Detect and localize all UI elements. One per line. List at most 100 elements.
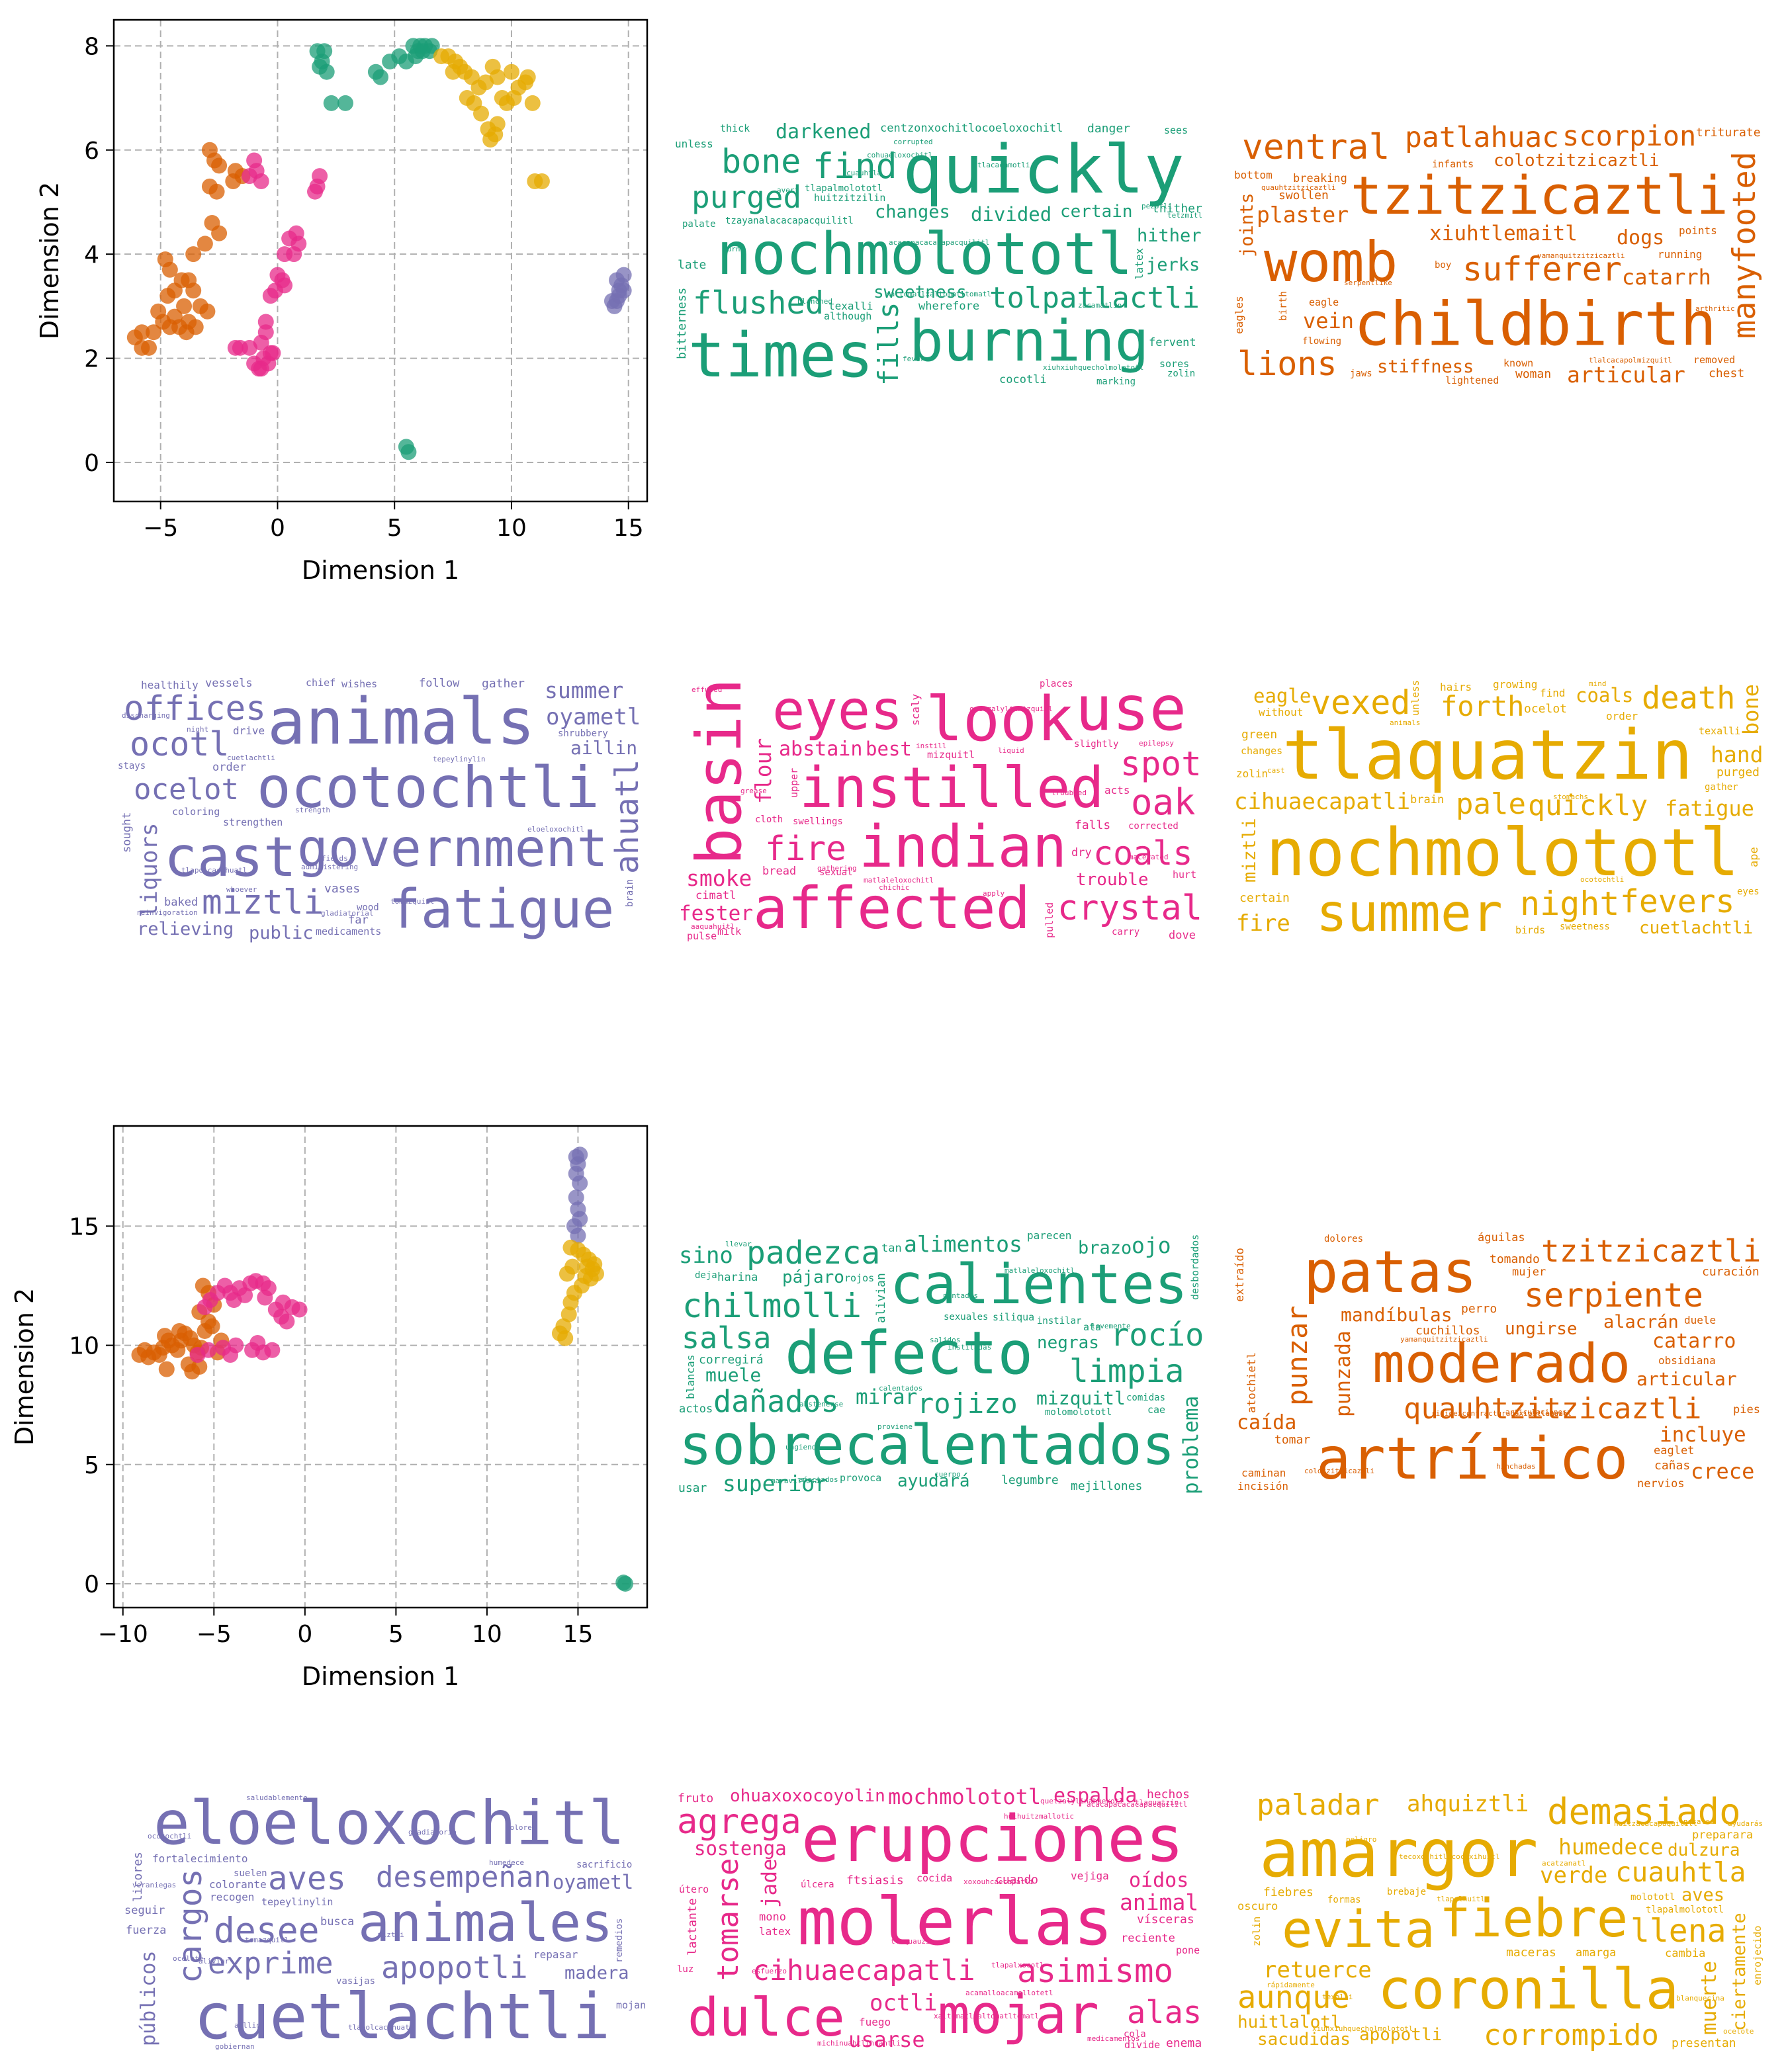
wordcloud-word: legumbre (1001, 1473, 1059, 1487)
wordcloud-word: duele (1684, 1314, 1717, 1326)
wordcloud-word: wherefore (918, 300, 980, 313)
wordcloud-word: ayudará (897, 1471, 970, 1491)
data-point-pink (275, 1294, 291, 1311)
wordcloud-word: smoke (686, 865, 752, 891)
wordcloud-word: hairs (1440, 681, 1472, 693)
x-tick-label: 0 (297, 1621, 312, 1648)
wordcloud-word: macerated (1129, 853, 1169, 861)
wordcloud-word: hurt (1173, 869, 1197, 881)
wordcloud-word: mizquitl (1036, 1387, 1126, 1409)
wordcloud-word: erupciones (801, 1802, 1184, 1876)
wordcloud-word: vísceras (1137, 1913, 1194, 1926)
wordcloud-word: use (1075, 678, 1186, 744)
wordcloud-word: birds (1515, 924, 1546, 936)
wordcloud-word: find (813, 146, 897, 187)
data-point-orange (187, 319, 204, 335)
wordcloud-word: sexuales (944, 1312, 989, 1322)
wordcloud-word: tlaquatzin (1135, 1798, 1179, 1807)
data-point-pink (201, 1342, 217, 1358)
wordcloud-word: limpia (1069, 1353, 1184, 1390)
wordcloud-word: epilepsy (1139, 739, 1174, 748)
data-point-green (412, 38, 429, 54)
wordcloud-word: turns (723, 245, 745, 253)
wordcloud-word: healthily (141, 679, 199, 691)
wordcloud-word: late (678, 258, 707, 272)
wordcloud-word: calentados (879, 1384, 923, 1393)
wordcloud-word: lactante (686, 1898, 699, 1956)
wordcloud-word: eagles (1234, 296, 1245, 334)
wordcloud-word: cuetlachtli (227, 754, 275, 762)
wordcloud-word: summer (545, 678, 624, 703)
wordcloud-word: infants (1432, 158, 1474, 170)
wordcloud-word: útero (679, 1883, 709, 1895)
data-point-purple (572, 1175, 588, 1191)
wordcloud-word: jerks (1146, 255, 1200, 275)
data-point-pink (291, 1301, 308, 1318)
data-point-gold (579, 1258, 596, 1275)
data-point-green (373, 69, 388, 85)
wordcloud-word: follow (419, 678, 460, 690)
wordcloud-word: caminan (1241, 1467, 1286, 1479)
wordcloud-word: instill (916, 742, 947, 750)
wordcloud-word: comidas (1126, 1393, 1166, 1403)
wordcloud-word: huitzitzilin (814, 192, 886, 204)
wordcloud-word: medicamentos (1087, 2034, 1140, 2043)
wordcloud-word: birth (1277, 290, 1289, 321)
wordcloud-word: animales (358, 1892, 613, 1954)
wordcloud-word: gobiernan (215, 2042, 255, 2051)
wordcloud-word: divide (1124, 2039, 1161, 2051)
wordcloud-word: cuauhtla (846, 169, 881, 177)
wordcloud-word: places (1040, 679, 1073, 689)
data-point-orange (155, 314, 171, 330)
wordcloud-word: fiebre (1439, 1888, 1629, 1949)
wordcloud-word: aves (1681, 1885, 1725, 1905)
wordcloud-word: coronilla (1378, 1957, 1679, 2022)
wordcloud-word: perro (1461, 1302, 1497, 1316)
wordcloud-word: calientes (890, 1252, 1188, 1317)
wordcloud-green: quickly nochmolototl times burning zacamatli… (675, 122, 1204, 387)
wordcloud-word: instilar (1037, 1316, 1082, 1326)
wordcloud-word: públicos (137, 1950, 160, 2047)
wordcloud-word: alacrán (1603, 1312, 1679, 1332)
y-tick-label: 0 (84, 1571, 99, 1598)
data-point-pink (227, 339, 244, 356)
wordcloud-word: sino (679, 1242, 733, 1269)
x-tick-label: −5 (143, 515, 178, 542)
wordcloud-word: carry (1112, 927, 1140, 937)
data-point-orange (195, 1277, 211, 1294)
wordcloud-word: strengthen (223, 816, 283, 828)
wordcloud-word: crece (1691, 1459, 1755, 1484)
wordcloud-word: order (212, 761, 247, 774)
wordcloud-word: superior (723, 1471, 828, 1495)
wordcloud-word: patas (1304, 1238, 1477, 1306)
wordcloud-word: provoca (840, 1472, 882, 1484)
wordcloud-word: mojar (938, 1984, 1099, 2046)
wordcloud-word: acatzanatl (1542, 1859, 1586, 1868)
wordcloud-word: strength (295, 806, 330, 814)
wordcloud-word: formas (1327, 1895, 1361, 1905)
wordcloud-word: cargos (172, 1868, 209, 1983)
wordcloud-word: parecen (1027, 1230, 1072, 1242)
wordcloud-word: mind (1589, 679, 1607, 688)
wordcloud-word: falls (1075, 818, 1111, 832)
wordcloud-word: defecto (785, 1318, 1034, 1387)
wordcloud-word: flushed (693, 285, 825, 322)
data-point-green (424, 38, 440, 54)
wordcloud-word: tepeylinylin (433, 755, 486, 763)
wordcloud-word: hinchadas (1496, 1462, 1536, 1471)
wordcloud-word: latex (759, 1925, 791, 1938)
data-point-pink (279, 1313, 295, 1330)
wordcloud-word: fevers (903, 355, 929, 363)
wordcloud-word: brain (625, 879, 635, 907)
wordcloud-word: vein (1303, 308, 1355, 333)
wordcloud-word: agrega (677, 1802, 801, 1842)
wordcloud-word: cañas (1654, 1459, 1691, 1473)
wordcloud-word: bitterness (675, 287, 689, 359)
wordcloud-word: ata (1083, 1321, 1102, 1333)
x-tick-label: 5 (387, 515, 402, 542)
wordcloud-word: muele (705, 1364, 762, 1386)
wordcloud-word: mono (759, 1911, 786, 1924)
wordcloud-word: ahquiztli (1407, 1791, 1529, 1817)
wordcloud-word: affected (753, 875, 1031, 942)
wordcloud-word: ojo (1132, 1232, 1171, 1258)
